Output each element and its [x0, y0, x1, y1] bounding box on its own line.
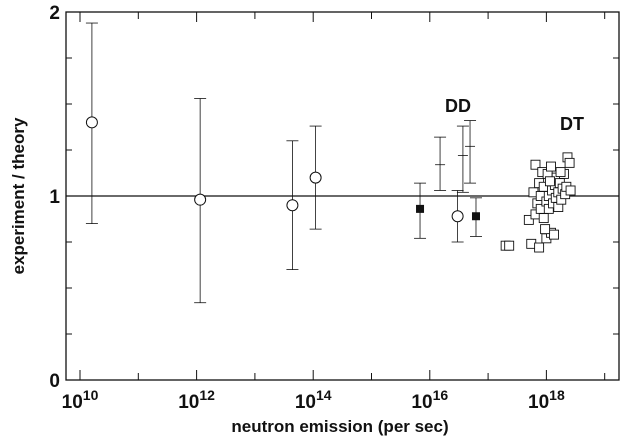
x-tick-label: 1010: [62, 387, 99, 413]
marker: [309, 171, 322, 184]
y-axis-label: experiment / theory: [9, 117, 28, 274]
marker: [416, 204, 425, 213]
marker: [451, 210, 464, 223]
marker: [286, 199, 299, 212]
marker: [544, 176, 555, 187]
marker: [530, 159, 541, 170]
marker: [565, 185, 576, 196]
y-tick-label: 1: [49, 187, 60, 208]
marker: [504, 240, 515, 251]
marker: [471, 212, 480, 221]
marker: [564, 157, 575, 168]
marker: [538, 213, 549, 224]
x-tick-label: 1016: [411, 387, 448, 413]
marker: [534, 242, 545, 253]
x-tick-label: 1012: [178, 387, 215, 413]
annotation: DD: [445, 96, 471, 116]
annotation: DT: [560, 114, 584, 134]
x-tick-label: 1014: [295, 387, 332, 413]
marker: [555, 167, 566, 178]
marker: [549, 229, 559, 240]
marker: [194, 193, 207, 206]
marker: [546, 161, 556, 172]
y-tick-label: 0: [49, 371, 60, 392]
x-axis-label: neutron emission (per sec): [231, 417, 448, 436]
marker: [523, 214, 534, 225]
x-tick-label: 1018: [528, 387, 565, 413]
y-tick-label: 2: [49, 3, 60, 24]
marker: [85, 116, 98, 129]
marker: [540, 224, 551, 235]
